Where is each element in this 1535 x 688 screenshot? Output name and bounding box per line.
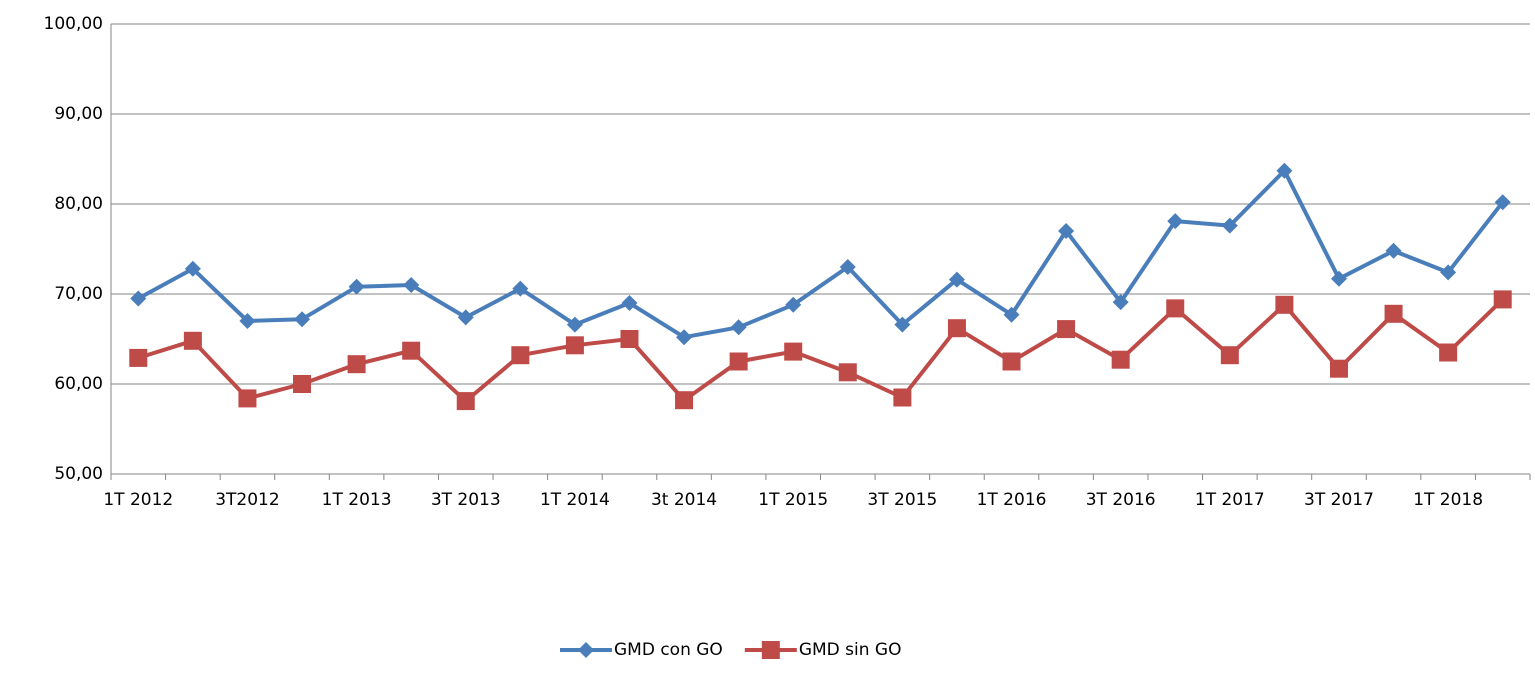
marker xyxy=(1329,359,1348,378)
marker xyxy=(1275,295,1294,314)
legend-item: GMD con GO xyxy=(560,640,723,660)
marker xyxy=(1167,213,1184,230)
marker xyxy=(294,311,311,328)
marker xyxy=(948,271,965,288)
marker xyxy=(348,278,365,295)
marker xyxy=(947,319,966,338)
marker xyxy=(1493,290,1512,309)
marker xyxy=(129,348,148,367)
marker xyxy=(784,342,803,361)
marker xyxy=(621,295,638,311)
y-tick-label: 70,00 xyxy=(54,284,103,304)
marker xyxy=(1002,352,1021,371)
marker xyxy=(1440,264,1457,281)
legend-item: GMD sin GO xyxy=(744,640,902,660)
x-tick-label: 3T2012 xyxy=(215,490,279,510)
x-tick-label: 1T 2018 xyxy=(1413,490,1483,510)
x-tick-label: 1T 2017 xyxy=(1195,490,1265,510)
marker xyxy=(620,330,639,348)
x-tick-label: 3T 2017 xyxy=(1304,490,1374,510)
marker xyxy=(293,375,312,393)
marker xyxy=(238,389,257,408)
marker xyxy=(511,346,530,365)
x-tick-label: 3T 2016 xyxy=(1086,490,1156,510)
marker xyxy=(838,363,857,382)
marker xyxy=(839,259,856,275)
marker xyxy=(676,329,693,346)
marker xyxy=(183,331,202,350)
x-tick-label: 1T 2016 xyxy=(977,490,1047,510)
x-tick-label: 1T 2015 xyxy=(758,490,828,510)
y-tick-label: 60,00 xyxy=(54,374,103,394)
marker xyxy=(1057,320,1076,339)
marker xyxy=(402,341,421,360)
marker xyxy=(893,388,912,407)
marker xyxy=(1385,242,1402,259)
marker xyxy=(457,309,474,326)
marker xyxy=(456,392,475,411)
marker xyxy=(1166,299,1185,318)
x-tick-label: 3t 2014 xyxy=(651,490,717,510)
series-line xyxy=(137,297,1505,404)
marker xyxy=(1276,162,1293,179)
legend-label: GMD sin GO xyxy=(799,640,902,660)
y-tick-label: 100,00 xyxy=(44,14,103,34)
marker xyxy=(1439,343,1458,362)
marker xyxy=(347,355,366,374)
marker xyxy=(239,313,256,329)
marker xyxy=(1003,306,1020,323)
marker xyxy=(512,280,529,297)
marker xyxy=(785,296,802,313)
legend-label: GMD con GO xyxy=(614,640,723,660)
marker xyxy=(1384,304,1403,323)
x-tick-label: 1T 2014 xyxy=(540,490,610,510)
marker xyxy=(578,642,594,658)
marker xyxy=(566,316,583,333)
marker xyxy=(130,290,147,307)
marker xyxy=(1494,194,1511,211)
marker xyxy=(729,352,748,371)
marker xyxy=(1330,270,1347,287)
marker xyxy=(1112,294,1129,311)
marker xyxy=(184,260,201,277)
marker xyxy=(730,319,747,336)
marker xyxy=(761,641,780,659)
marker xyxy=(894,316,911,333)
y-tick-label: 90,00 xyxy=(54,104,103,124)
y-tick-label: 50,00 xyxy=(54,464,103,484)
x-tick-label: 3T 2015 xyxy=(867,490,937,510)
marker xyxy=(1111,350,1130,369)
marker xyxy=(1220,346,1239,365)
marker xyxy=(1221,217,1238,234)
marker xyxy=(403,277,420,293)
series-line xyxy=(137,168,1505,340)
marker xyxy=(675,391,694,410)
x-tick-label: 1T 2012 xyxy=(103,490,173,510)
x-tick-label: 3T 2013 xyxy=(431,490,501,510)
x-tick-label: 1T 2013 xyxy=(322,490,392,510)
marker xyxy=(1058,223,1075,239)
y-tick-label: 80,00 xyxy=(54,194,103,214)
marker xyxy=(565,336,584,355)
